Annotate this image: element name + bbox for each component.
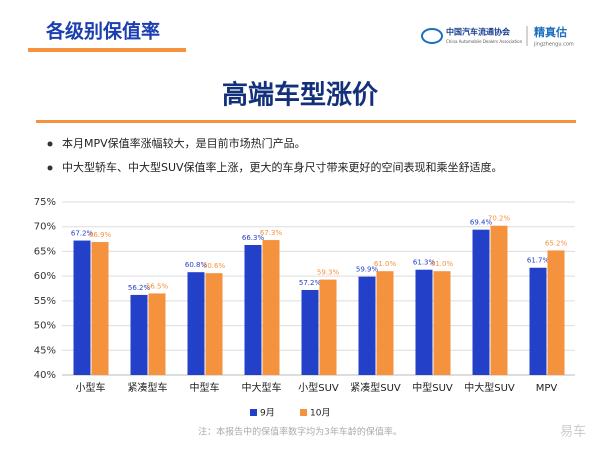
- watermark: 易车: [560, 424, 586, 440]
- x-tick-label: 小型SUV: [298, 381, 339, 394]
- y-tick-label: 40%: [34, 370, 56, 381]
- data-label: 59.9%: [356, 266, 379, 274]
- header-title: 各级别保值率: [45, 20, 160, 43]
- data-label: 67.3%: [260, 229, 283, 237]
- data-label: 61.7%: [527, 257, 550, 265]
- bullet: 本月MPV保值率涨幅较大，是目前市场热门产品。: [62, 136, 306, 150]
- bar: [529, 267, 547, 375]
- x-tick-label: 中大型SUV: [464, 381, 515, 394]
- x-tick-label: 紧凑型SUV: [350, 381, 401, 394]
- legend-label: 10月: [310, 408, 330, 419]
- bar: [262, 240, 280, 375]
- data-label: 66.3%: [242, 234, 265, 242]
- legend-label: 9月: [260, 408, 275, 419]
- footnote: 注：本报告中的保值率数字均为3年车龄的保值率。: [198, 426, 402, 438]
- bar: [187, 272, 205, 375]
- bar: [148, 293, 166, 375]
- data-label: 69.4%: [470, 219, 493, 227]
- logo-en: China Automobile Dealers Association: [446, 39, 523, 44]
- title-rule: [36, 120, 576, 123]
- bar: [130, 294, 148, 375]
- bar: [91, 242, 109, 375]
- y-tick-label: 55%: [34, 296, 56, 307]
- data-label: 61.0%: [374, 260, 397, 268]
- x-tick-label: 小型车: [76, 381, 106, 394]
- logo-cn: 中国汽车流通协会: [446, 27, 510, 37]
- data-label: 56.5%: [146, 282, 169, 290]
- x-tick-label: MPV: [536, 383, 558, 394]
- bullet: 中大型轿车、中大型SUV保值率上涨，更大的车身尺寸带来更好的空间表现和乘坐舒适度…: [62, 160, 503, 174]
- x-tick-label: 紧凑型车: [128, 381, 168, 394]
- data-label: 65.2%: [545, 239, 568, 247]
- y-tick-label: 60%: [34, 271, 56, 282]
- bar: [319, 279, 337, 375]
- data-label: 60.8%: [185, 261, 208, 269]
- data-label: 61.3%: [413, 259, 436, 267]
- data-label: 59.3%: [317, 269, 340, 277]
- data-label: 61.0%: [431, 260, 454, 268]
- y-tick-label: 45%: [34, 345, 56, 356]
- data-label: 60.6%: [203, 262, 226, 270]
- bar: [244, 245, 262, 375]
- data-label: 66.9%: [89, 231, 112, 239]
- bullet-dot: [47, 141, 53, 147]
- bar: [358, 276, 376, 375]
- brand-url: jingzhengu.com: [533, 42, 574, 48]
- data-label: 56.2%: [128, 284, 151, 292]
- bar: [472, 229, 490, 375]
- data-label: 70.2%: [488, 215, 511, 223]
- y-tick-label: 65%: [34, 246, 56, 257]
- data-label: 67.2%: [71, 230, 94, 238]
- slide-title: 高端车型涨价: [222, 80, 379, 111]
- y-tick-label: 50%: [34, 321, 56, 332]
- x-tick-label: 中型车: [190, 381, 220, 394]
- bar: [301, 289, 319, 375]
- data-label: 57.2%: [299, 279, 322, 287]
- chart: 40% 45% 50% 55% 60% 65% 70% 75% 小型车 67.2%66.9% 紧凑型…: [34, 197, 575, 419]
- legend-swatch: [300, 409, 307, 416]
- bar: [415, 269, 433, 375]
- bar: [490, 225, 508, 375]
- y-tick-label: 75%: [34, 197, 56, 208]
- bar: [433, 271, 451, 375]
- bar: [205, 273, 223, 375]
- x-tick-label: 中大型车: [242, 381, 282, 394]
- brand: 精真估: [534, 25, 567, 39]
- y-tick-label: 70%: [34, 222, 56, 233]
- x-tick-label: 中型SUV: [412, 381, 453, 394]
- bullet-dot: [47, 165, 53, 171]
- bar: [73, 240, 91, 375]
- bar: [547, 250, 565, 375]
- logo-icon: [421, 28, 443, 44]
- bar: [376, 271, 394, 375]
- header-underline: [28, 48, 186, 52]
- legend-swatch: [250, 409, 257, 416]
